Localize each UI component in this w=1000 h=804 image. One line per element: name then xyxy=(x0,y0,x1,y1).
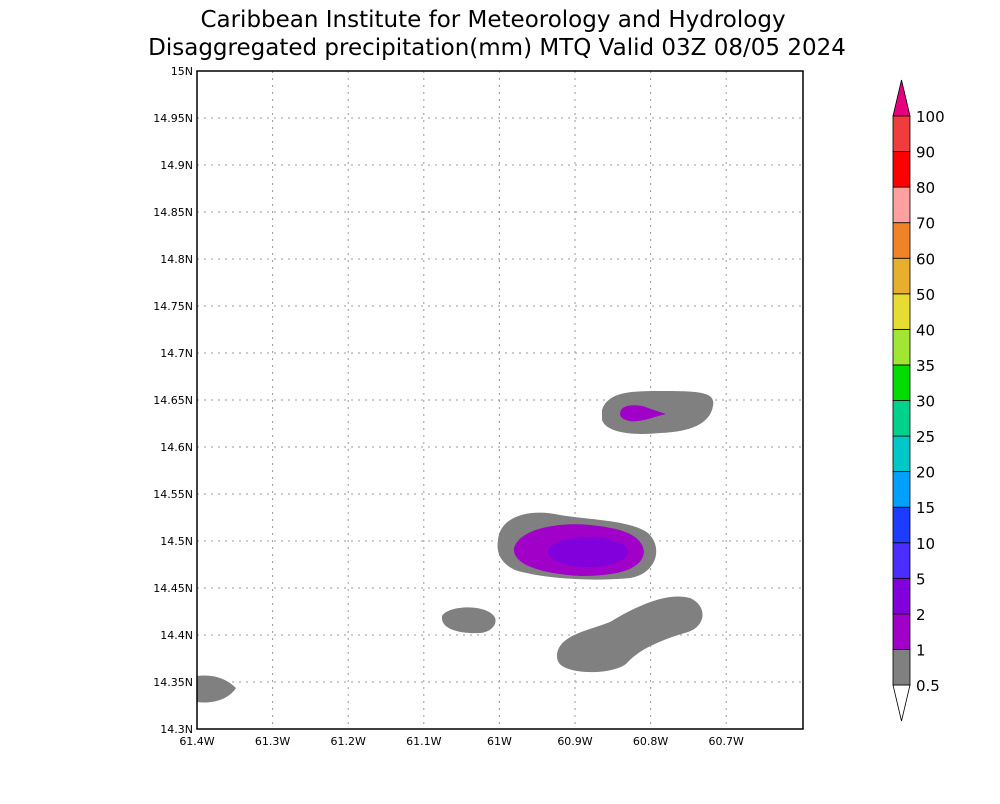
lat-tick-label: 14.95N xyxy=(153,112,193,125)
lat-tick-label: 14.45N xyxy=(153,582,193,595)
colorbar-level-label: 30 xyxy=(916,393,935,411)
colorbar-level-label: 15 xyxy=(916,499,935,517)
lon-tick-label: 60.7W xyxy=(709,735,744,748)
plot-frame xyxy=(196,70,804,730)
colorbar-level-label: 25 xyxy=(916,428,935,446)
colorbar-level-label: 70 xyxy=(916,215,935,233)
colorbar-level-label: 1 xyxy=(916,641,926,659)
colorbar-swatch xyxy=(892,400,911,437)
contour-violet-center xyxy=(548,537,628,567)
colorbar-level-label: 20 xyxy=(916,464,935,482)
lon-tick-labels: 61.4W 61.3W 61.2W 61.1W 61W 60.9W 60.8W 60.7W xyxy=(179,735,744,748)
colorbar-swatch xyxy=(892,222,911,259)
contour-gray-bottom xyxy=(556,596,703,673)
colorbar-swatch xyxy=(892,613,911,650)
colorbar-swatch xyxy=(892,293,911,330)
lat-tick-label: 14.55N xyxy=(153,488,193,501)
colorbar-swatch xyxy=(892,364,911,401)
lat-tick-label: 14.3N xyxy=(160,723,193,736)
lat-tick-label: 14.8N xyxy=(160,253,193,266)
colorbar-swatch xyxy=(892,471,911,508)
lat-tick-label: 14.6N xyxy=(160,441,193,454)
colorbar-level-label: 35 xyxy=(916,357,935,375)
lat-tick-label: 14.4N xyxy=(160,629,193,642)
colorbar-swatch xyxy=(892,115,911,152)
colorbar-level-label: 90 xyxy=(916,144,935,162)
lat-tick-label: 14.35N xyxy=(153,676,193,689)
lon-tick-label: 60.9W xyxy=(557,735,592,748)
colorbar-level-label: 0.5 xyxy=(916,677,940,695)
lat-tick-label: 14.9N xyxy=(160,159,193,172)
title-line-2: Disaggregated precipitation(mm) MTQ Vali… xyxy=(148,35,846,61)
colorbar-over-triangle xyxy=(892,79,911,117)
contour-purple-top xyxy=(620,405,666,422)
colorbar-level-label: 5 xyxy=(916,570,926,588)
colorbar-swatch xyxy=(892,186,911,224)
contour-gray-small xyxy=(441,607,496,634)
lat-tick-label: 14.7N xyxy=(160,347,193,360)
colorbar-level-label: 2 xyxy=(916,606,926,624)
colorbar-level-label: 10 xyxy=(916,535,935,553)
precip-contours xyxy=(197,391,714,703)
colorbar-level-label: 80 xyxy=(916,179,935,197)
colorbar-swatch xyxy=(892,506,911,544)
colorbar-swatch xyxy=(892,328,911,366)
lat-tick-label: 14.85N xyxy=(153,206,193,219)
colorbar-swatch xyxy=(892,577,911,615)
colorbar-swatch xyxy=(892,649,911,686)
lon-tick-label: 61.2W xyxy=(331,735,366,748)
colorbar-level-label: 50 xyxy=(916,286,935,304)
lon-tick-label: 61.4W xyxy=(179,735,214,748)
lat-tick-labels: 14.3N 14.35N 14.4N 14.45N 14.5N 14.55N 14.6N 14… xyxy=(153,65,193,736)
lon-tick-label: 61.1W xyxy=(406,735,441,748)
lat-tick-label: 14.65N xyxy=(153,394,193,407)
colorbar-under-triangle xyxy=(892,684,911,722)
lon-tick-label: 60.8W xyxy=(633,735,668,748)
colorbar-level-label: 60 xyxy=(916,250,935,268)
lat-tick-label: 14.75N xyxy=(153,300,193,313)
colorbar-level-label: 40 xyxy=(916,321,935,339)
lat-tick-label: 14.5N xyxy=(160,535,193,548)
contour-gray-left xyxy=(197,675,236,703)
colorbar-swatch xyxy=(892,151,911,188)
lon-tick-label: 61W xyxy=(487,735,512,748)
colorbar-level-label: 100 xyxy=(916,108,945,126)
title-line-1: Caribbean Institute for Meteorology and … xyxy=(200,7,785,33)
colorbar-swatch xyxy=(892,542,911,579)
colorbar-swatch xyxy=(892,257,911,295)
lon-tick-label: 61.3W xyxy=(255,735,290,748)
colorbar-swatch xyxy=(892,435,911,473)
lat-tick-label: 15N xyxy=(171,65,193,78)
